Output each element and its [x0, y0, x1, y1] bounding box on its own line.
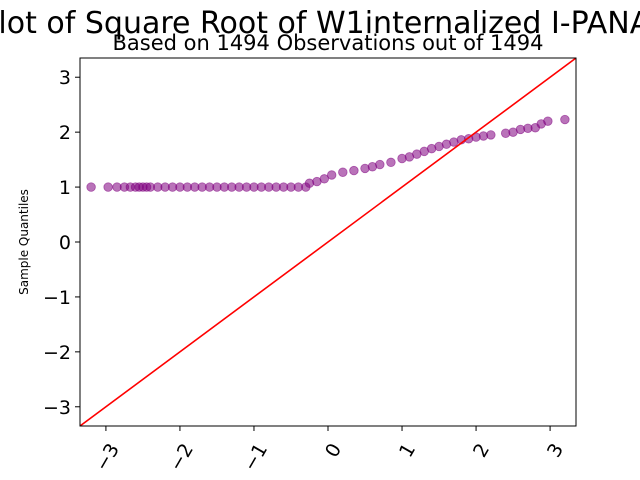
y-axis: −3 −2 −1 0 1 2 3 — [43, 67, 80, 419]
reference-line — [80, 58, 576, 426]
data-point — [338, 167, 348, 177]
chart-title: QQ Plot of Square Root of W1internalized… — [0, 6, 640, 41]
scatter-points — [86, 114, 570, 192]
y-tick-label: 0 — [59, 232, 71, 254]
chart-subtitle: Based on 1494 Observations out of 1494 — [112, 31, 543, 55]
y-tick-label: −3 — [43, 397, 71, 419]
y-tick-label: −1 — [43, 287, 71, 309]
data-point — [327, 170, 337, 180]
data-point — [560, 114, 570, 125]
data-point — [543, 116, 553, 126]
data-point — [349, 165, 359, 176]
y-tick-label: 2 — [59, 122, 71, 144]
data-point — [319, 174, 330, 184]
data-point — [86, 182, 96, 192]
y-tick-label: 3 — [59, 67, 71, 89]
data-point — [375, 159, 385, 170]
y-tick-label: −2 — [43, 342, 71, 364]
data-point — [103, 182, 113, 192]
y-axis-label: Sample Quantiles — [17, 189, 31, 295]
data-point — [486, 130, 496, 140]
data-point — [386, 157, 396, 168]
y-tick-label: 1 — [59, 177, 71, 199]
